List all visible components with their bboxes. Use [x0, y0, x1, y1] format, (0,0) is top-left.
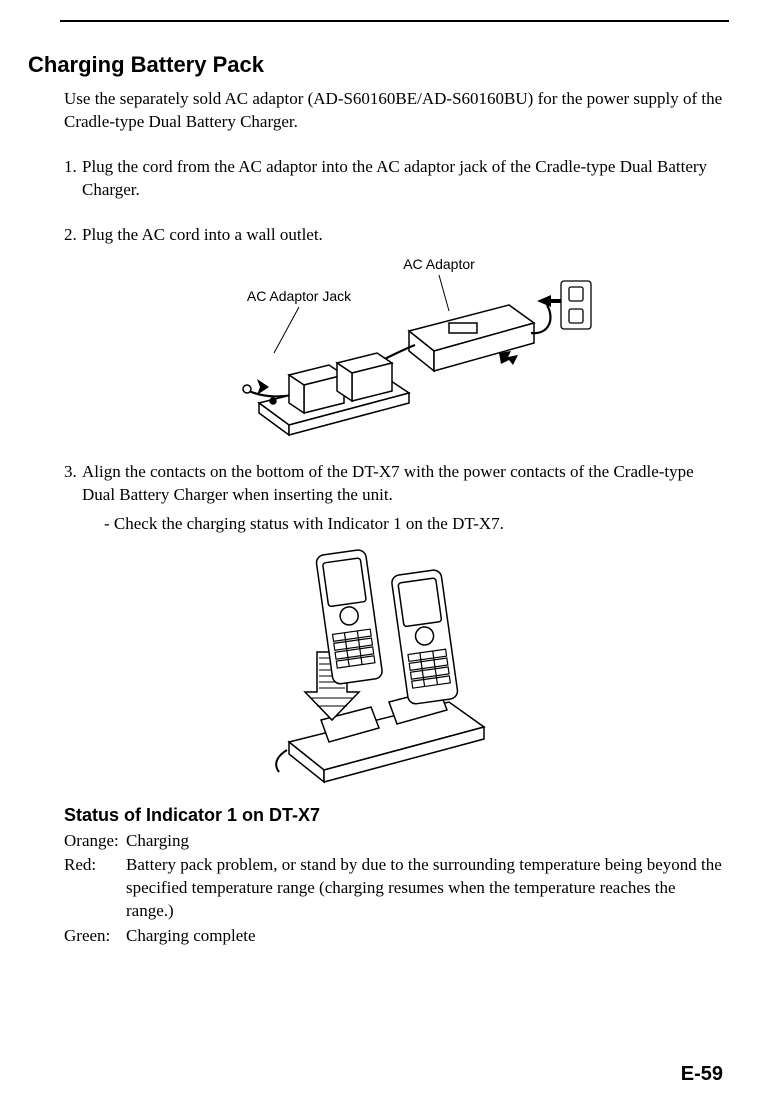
- step-text: Align the contacts on the bottom of the …: [82, 461, 729, 536]
- status-label: Orange:: [64, 830, 126, 853]
- step-number: 1.: [64, 156, 82, 202]
- charger-cradle-icon: [259, 353, 409, 435]
- status-label: Green:: [64, 925, 126, 948]
- status-row: Orange: Charging: [64, 830, 729, 853]
- step-subnote: - Check the charging status with Indicat…: [104, 513, 729, 536]
- status-desc: Battery pack problem, or stand by due to…: [126, 854, 726, 923]
- status-heading: Status of Indicator 1 on DT-X7: [64, 805, 729, 826]
- step-text: Plug the AC cord into a wall outlet.: [82, 224, 729, 247]
- intro-paragraph: Use the separately sold AC adaptor (AD-S…: [64, 88, 724, 134]
- adaptor-diagram-svg: AC Adaptor AC Adaptor Jack: [139, 253, 619, 443]
- step-text-main: Align the contacts on the bottom of the …: [82, 462, 694, 504]
- page-content: Charging Battery Pack Use the separately…: [28, 0, 729, 948]
- status-row: Green: Charging complete: [64, 925, 729, 948]
- status-desc: Charging complete: [126, 925, 726, 948]
- status-row: Red: Battery pack problem, or stand by d…: [64, 854, 729, 923]
- status-table: Orange: Charging Red: Battery pack probl…: [64, 830, 729, 949]
- step-3: 3. Align the contacts on the bottom of t…: [64, 461, 729, 536]
- ac-adaptor-icon: [409, 305, 534, 371]
- step-2: 2. Plug the AC cord into a wall outlet.: [64, 224, 729, 247]
- charger-cradle-icon: [276, 689, 484, 782]
- page-title: Charging Battery Pack: [28, 52, 729, 78]
- header-rule: [60, 20, 729, 22]
- step-1: 1. Plug the cord from the AC adaptor int…: [64, 156, 729, 202]
- manual-page: Charging Battery Pack Use the separately…: [0, 0, 757, 1116]
- figure-ac-adaptor: AC Adaptor AC Adaptor Jack: [28, 253, 729, 443]
- plug-icon: [537, 295, 561, 307]
- page-number: E-59: [681, 1063, 723, 1086]
- status-label: Red:: [64, 854, 126, 923]
- figure-insert-units: [28, 542, 729, 787]
- label-ac-jack: AC Adaptor Jack: [246, 288, 351, 304]
- leader-line: [439, 275, 449, 311]
- leader-line: [274, 307, 299, 353]
- handheld-device-icon: [390, 569, 458, 705]
- label-ac-adaptor: AC Adaptor: [403, 256, 475, 272]
- arrow-icon: [499, 351, 518, 365]
- wall-outlet-icon: [561, 281, 591, 329]
- step-number: 3.: [64, 461, 82, 536]
- insert-diagram-svg: [229, 542, 529, 787]
- step-number: 2.: [64, 224, 82, 247]
- step-text: Plug the cord from the AC adaptor into t…: [82, 156, 729, 202]
- status-desc: Charging: [126, 830, 726, 853]
